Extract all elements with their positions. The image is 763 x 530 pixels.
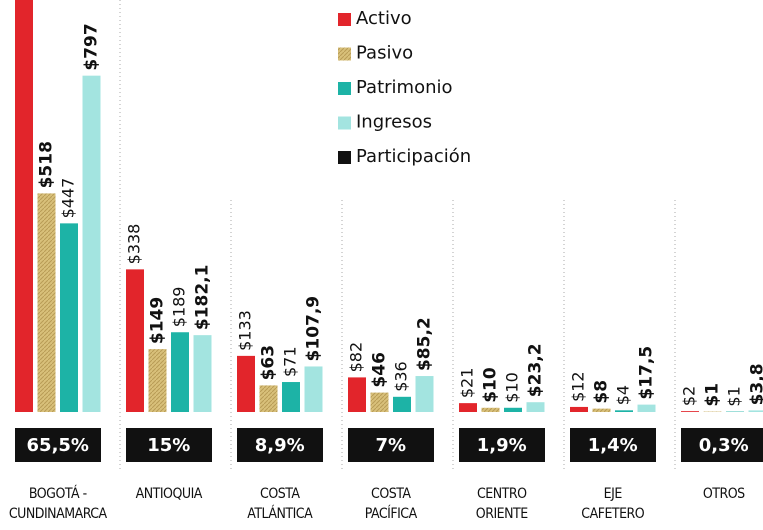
value-label: $182,1 [193,265,213,331]
participation-box: 15% [126,428,212,462]
bar [637,404,656,412]
participation-box: 8,9% [237,428,323,462]
legend-label: Activo [356,8,412,29]
value-label: $23,2 [526,343,546,397]
bar [526,402,545,412]
value-label: $85,2 [415,317,435,371]
participation-label: 8,9% [254,434,305,456]
bar [37,193,56,412]
category-label: CENTRO ORIENTE [475,486,528,522]
participation-label: 0,3% [698,434,749,456]
participation-box: 1,9% [459,428,545,462]
bar [348,377,366,412]
value-label: $82 [347,342,366,373]
participation-label: 15% [147,434,191,456]
legend-label: Pasivo [356,43,413,64]
participation-box: 65,5% [15,428,101,462]
value-label: $63 [259,345,279,381]
value-label: $4 [614,385,633,405]
value-label: $46 [370,352,390,388]
value-label: $797 [82,23,102,70]
legend-label: Participación [356,146,471,167]
participation-label: 65,5% [26,434,89,456]
value-label: $3,8 [748,363,763,405]
legend-swatch [338,82,351,95]
participation-box: 1,4% [570,428,656,462]
bar [681,411,699,412]
category-label: ANTIOQUIA [135,486,203,502]
value-label: $36 [392,361,411,392]
value-label: $338 [125,224,144,265]
bar [748,410,763,412]
bar [459,403,477,412]
bar [504,407,522,412]
bar [259,385,278,412]
participation-label: 1,4% [587,434,638,456]
participation-label: 7% [375,434,407,456]
value-label: $133 [236,310,255,351]
value-label: $1 [703,383,723,407]
value-label: $71 [281,346,300,377]
bar [282,382,300,412]
bar [15,0,33,412]
category-label: COSTA PACÍFICA [364,486,417,522]
bar [481,407,500,412]
value-label: $21 [458,368,477,399]
value-label: $189 [170,287,189,328]
bar [60,223,78,412]
participation-box: 7% [348,428,434,462]
value-label: $518 [37,141,57,188]
participation-box: 0,3% [681,428,763,462]
legend-swatch [338,47,351,61]
bar [570,406,588,412]
legend-swatch [338,151,351,164]
value-label: $447 [59,178,78,219]
bar [304,366,323,412]
value-label: $10 [503,372,522,403]
legend-label: Ingresos [356,112,432,133]
bar [126,269,144,412]
value-label: $149 [148,297,168,344]
bar [82,75,101,412]
value-label: $1 [725,386,744,406]
legend-label: Patrimonio [356,77,453,98]
category-label: BOGOTÁ - CUNDINAMARCA [8,486,107,522]
bar [393,396,411,412]
participation-label: 1,9% [476,434,527,456]
value-label: $12 [569,371,588,402]
value-label: $10 [481,367,501,403]
bar [237,355,255,412]
value-label: $2 [680,386,699,406]
legend-swatch [338,116,351,130]
category-label: COSTA ATLÁNTICA [247,486,313,522]
bar [171,332,189,412]
bar [615,410,633,412]
legend-swatch [338,13,351,26]
bar [592,408,611,412]
category-label: EJE CAFETERO [581,486,645,522]
bar [193,335,212,412]
category-label: OTROS [702,486,745,502]
bar [148,349,167,412]
bar [415,376,434,412]
bar [370,392,389,412]
value-label: $8 [592,380,612,404]
value-label: $107,9 [304,296,324,362]
value-label: $17,5 [637,346,657,400]
